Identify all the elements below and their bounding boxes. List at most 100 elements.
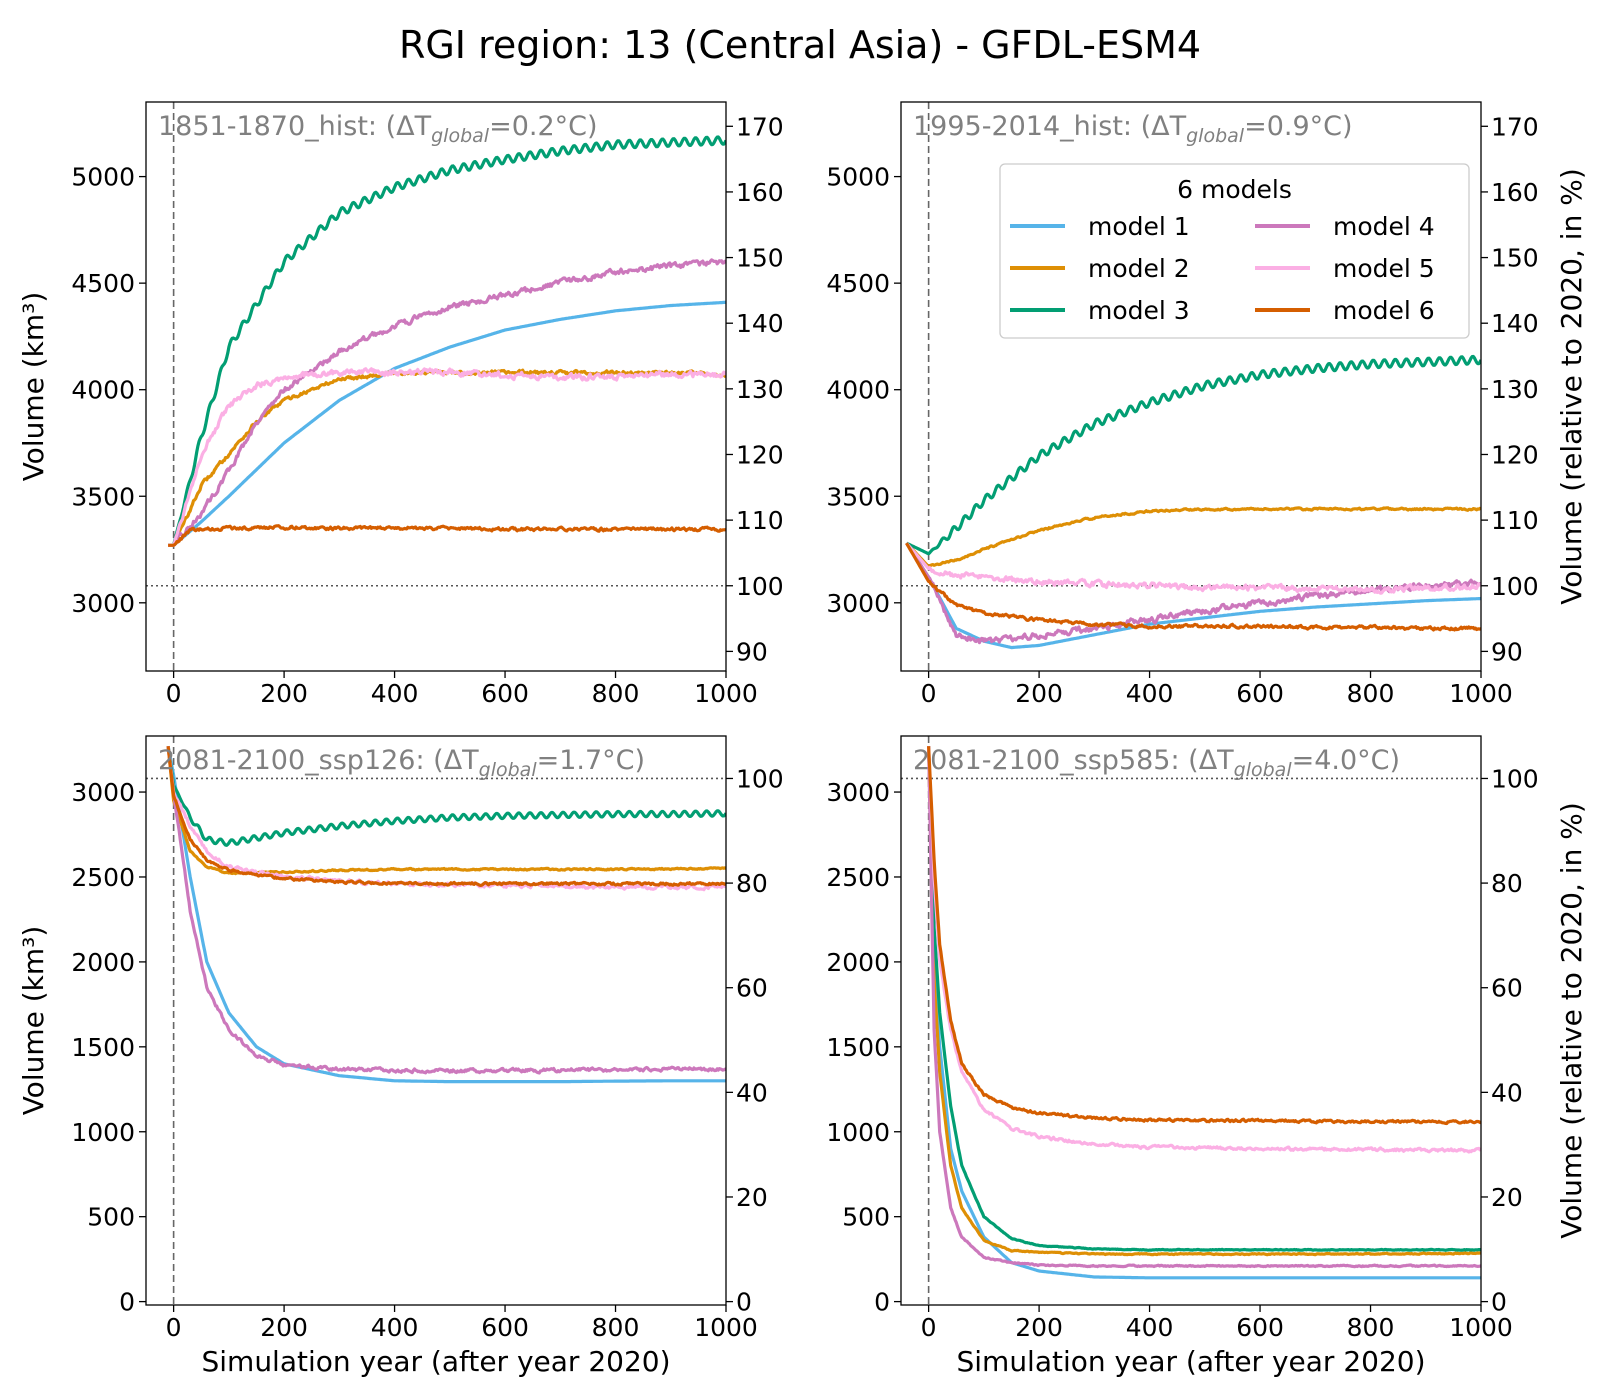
x-tick-label: 800	[1347, 679, 1395, 708]
plot-frame	[145, 101, 727, 672]
y-right-tick-label: 60	[1491, 974, 1523, 1003]
series-line-model-2	[167, 368, 726, 547]
legend-title: 6 models	[1177, 175, 1292, 204]
legend-box	[999, 163, 1470, 339]
y-tick-label: 1000	[826, 1118, 890, 1147]
y-right-tick-label: 40	[736, 1078, 768, 1107]
y-right-axis-label: Volume (relative to 2020, in %)	[1555, 168, 1588, 605]
y-right-tick-label: 0	[1491, 1288, 1507, 1317]
y-tick-label: 5000	[826, 163, 890, 192]
x-tick-label: 0	[166, 679, 182, 708]
x-tick-label: 400	[1126, 679, 1174, 708]
series-line-model-2	[905, 506, 1481, 569]
y-tick-label: 3500	[826, 482, 890, 511]
legend-label: model 4	[1333, 212, 1435, 241]
series-line-model-1	[167, 300, 726, 547]
x-tick-label: 200	[260, 679, 308, 708]
x-tick-label: 1000	[694, 1313, 758, 1342]
x-tick-label: 600	[481, 679, 529, 708]
y-tick-label: 1500	[826, 1033, 890, 1062]
x-tick-label: 600	[481, 1313, 529, 1342]
series-line-model-4	[927, 746, 1481, 1269]
series-lines	[905, 354, 1481, 650]
y-tick-label: 1500	[71, 1033, 135, 1062]
y-right-tick-label: 140	[736, 309, 784, 338]
x-tick-label: 600	[1236, 1313, 1284, 1342]
y-tick-label: 3000	[71, 778, 135, 807]
legend-label: model 5	[1333, 254, 1435, 283]
x-tick-label: 200	[1015, 679, 1063, 708]
y-right-tick-label: 110	[736, 506, 784, 535]
y-tick-label: 0	[119, 1288, 135, 1317]
y-tick-label: 500	[842, 1203, 890, 1232]
y-tick-label: 5000	[71, 163, 135, 192]
series-line-model-6	[166, 746, 726, 888]
y-right-tick-label: 60	[736, 974, 768, 1003]
y-right-tick-label: 20	[1491, 1183, 1523, 1212]
series-line-model-4	[167, 258, 726, 547]
y-right-tick-label: 150	[736, 244, 784, 273]
panel-2081-2100-ssp585: 0 200 400 600 800 100005001000150020002500300…	[826, 735, 1588, 1378]
series-line-model-1	[166, 745, 726, 1084]
x-tick-label: 800	[592, 679, 640, 708]
series-line-model-5	[167, 367, 726, 547]
y-right-tick-label: 130	[1491, 375, 1539, 404]
series-line-model-6	[927, 746, 1481, 1126]
series-line-model-6	[167, 524, 726, 547]
y-right-tick-label: 150	[1491, 244, 1539, 273]
y-right-tick-label: 90	[1491, 637, 1523, 666]
x-tick-label: 400	[371, 1313, 419, 1342]
plot-frame	[900, 735, 1482, 1306]
y-tick-label: 3000	[826, 778, 890, 807]
y-axis-label: Volume (km³)	[17, 292, 50, 482]
x-tick-label: 0	[921, 1313, 937, 1342]
series-lines	[167, 135, 726, 547]
y-axis-label: Volume (km³)	[17, 926, 50, 1116]
y-right-tick-label: 0	[736, 1288, 752, 1317]
series-line-model-2	[927, 746, 1481, 1257]
y-tick-label: 1000	[71, 1118, 135, 1147]
x-tick-label: 800	[592, 1313, 640, 1342]
y-right-tick-label: 20	[736, 1183, 768, 1212]
y-tick-label: 4000	[71, 376, 135, 405]
panel-1995-2014-hist: 0 200 400 600 800 1000 3000 3500 4000 4500 5000 90 1…	[826, 101, 1588, 708]
x-tick-label: 800	[1347, 1313, 1395, 1342]
panel-1851-1870-hist: 0 200 400 600 800 1000 3000 3500 4000 4500 5000 90 1…	[17, 101, 784, 708]
y-right-tick-label: 100	[736, 572, 784, 601]
series-line-model-4	[166, 746, 726, 1075]
y-tick-label: 2000	[71, 948, 135, 977]
series-lines	[927, 746, 1481, 1280]
y-tick-label: 2500	[71, 863, 135, 892]
x-tick-label: 0	[921, 679, 937, 708]
y-right-tick-label: 160	[736, 178, 784, 207]
series-line-model-6	[905, 542, 1481, 632]
y-tick-label: 2500	[826, 863, 890, 892]
legend: 6 models model 1 model 2 model 3 model 4 mode…	[999, 163, 1470, 339]
plot-frame	[900, 101, 1482, 672]
legend-label: model 3	[1088, 296, 1190, 325]
y-tick-label: 4500	[71, 269, 135, 298]
y-right-tick-label: 80	[1491, 869, 1523, 898]
y-right-tick-label: 170	[736, 112, 784, 141]
y-right-tick-label: 40	[1491, 1078, 1523, 1107]
y-tick-label: 4500	[826, 269, 890, 298]
y-tick-label: 3000	[826, 589, 890, 618]
series-line-model-3	[166, 745, 726, 847]
y-right-tick-label: 100	[1491, 572, 1539, 601]
series-lines	[166, 745, 726, 1084]
scenario-annotation: 2081-2100_ssp126: (ΔTglobal=1.7°C)	[158, 745, 645, 781]
x-tick-label: 1000	[1449, 679, 1513, 708]
legend-label: model 1	[1088, 212, 1190, 241]
y-right-tick-label: 100	[1491, 764, 1539, 793]
series-line-model-5	[927, 746, 1481, 1154]
x-tick-label: 200	[260, 1313, 308, 1342]
x-tick-label: 600	[1236, 679, 1284, 708]
y-right-tick-label: 120	[736, 440, 784, 469]
y-tick-label: 3000	[71, 589, 135, 618]
y-right-tick-label: 140	[1491, 309, 1539, 338]
x-tick-label: 0	[166, 1313, 182, 1342]
scenario-annotation: 2081-2100_ssp585: (ΔTglobal=4.0°C)	[913, 745, 1400, 781]
legend-label: model 6	[1333, 296, 1435, 325]
y-tick-label: 2000	[826, 948, 890, 977]
